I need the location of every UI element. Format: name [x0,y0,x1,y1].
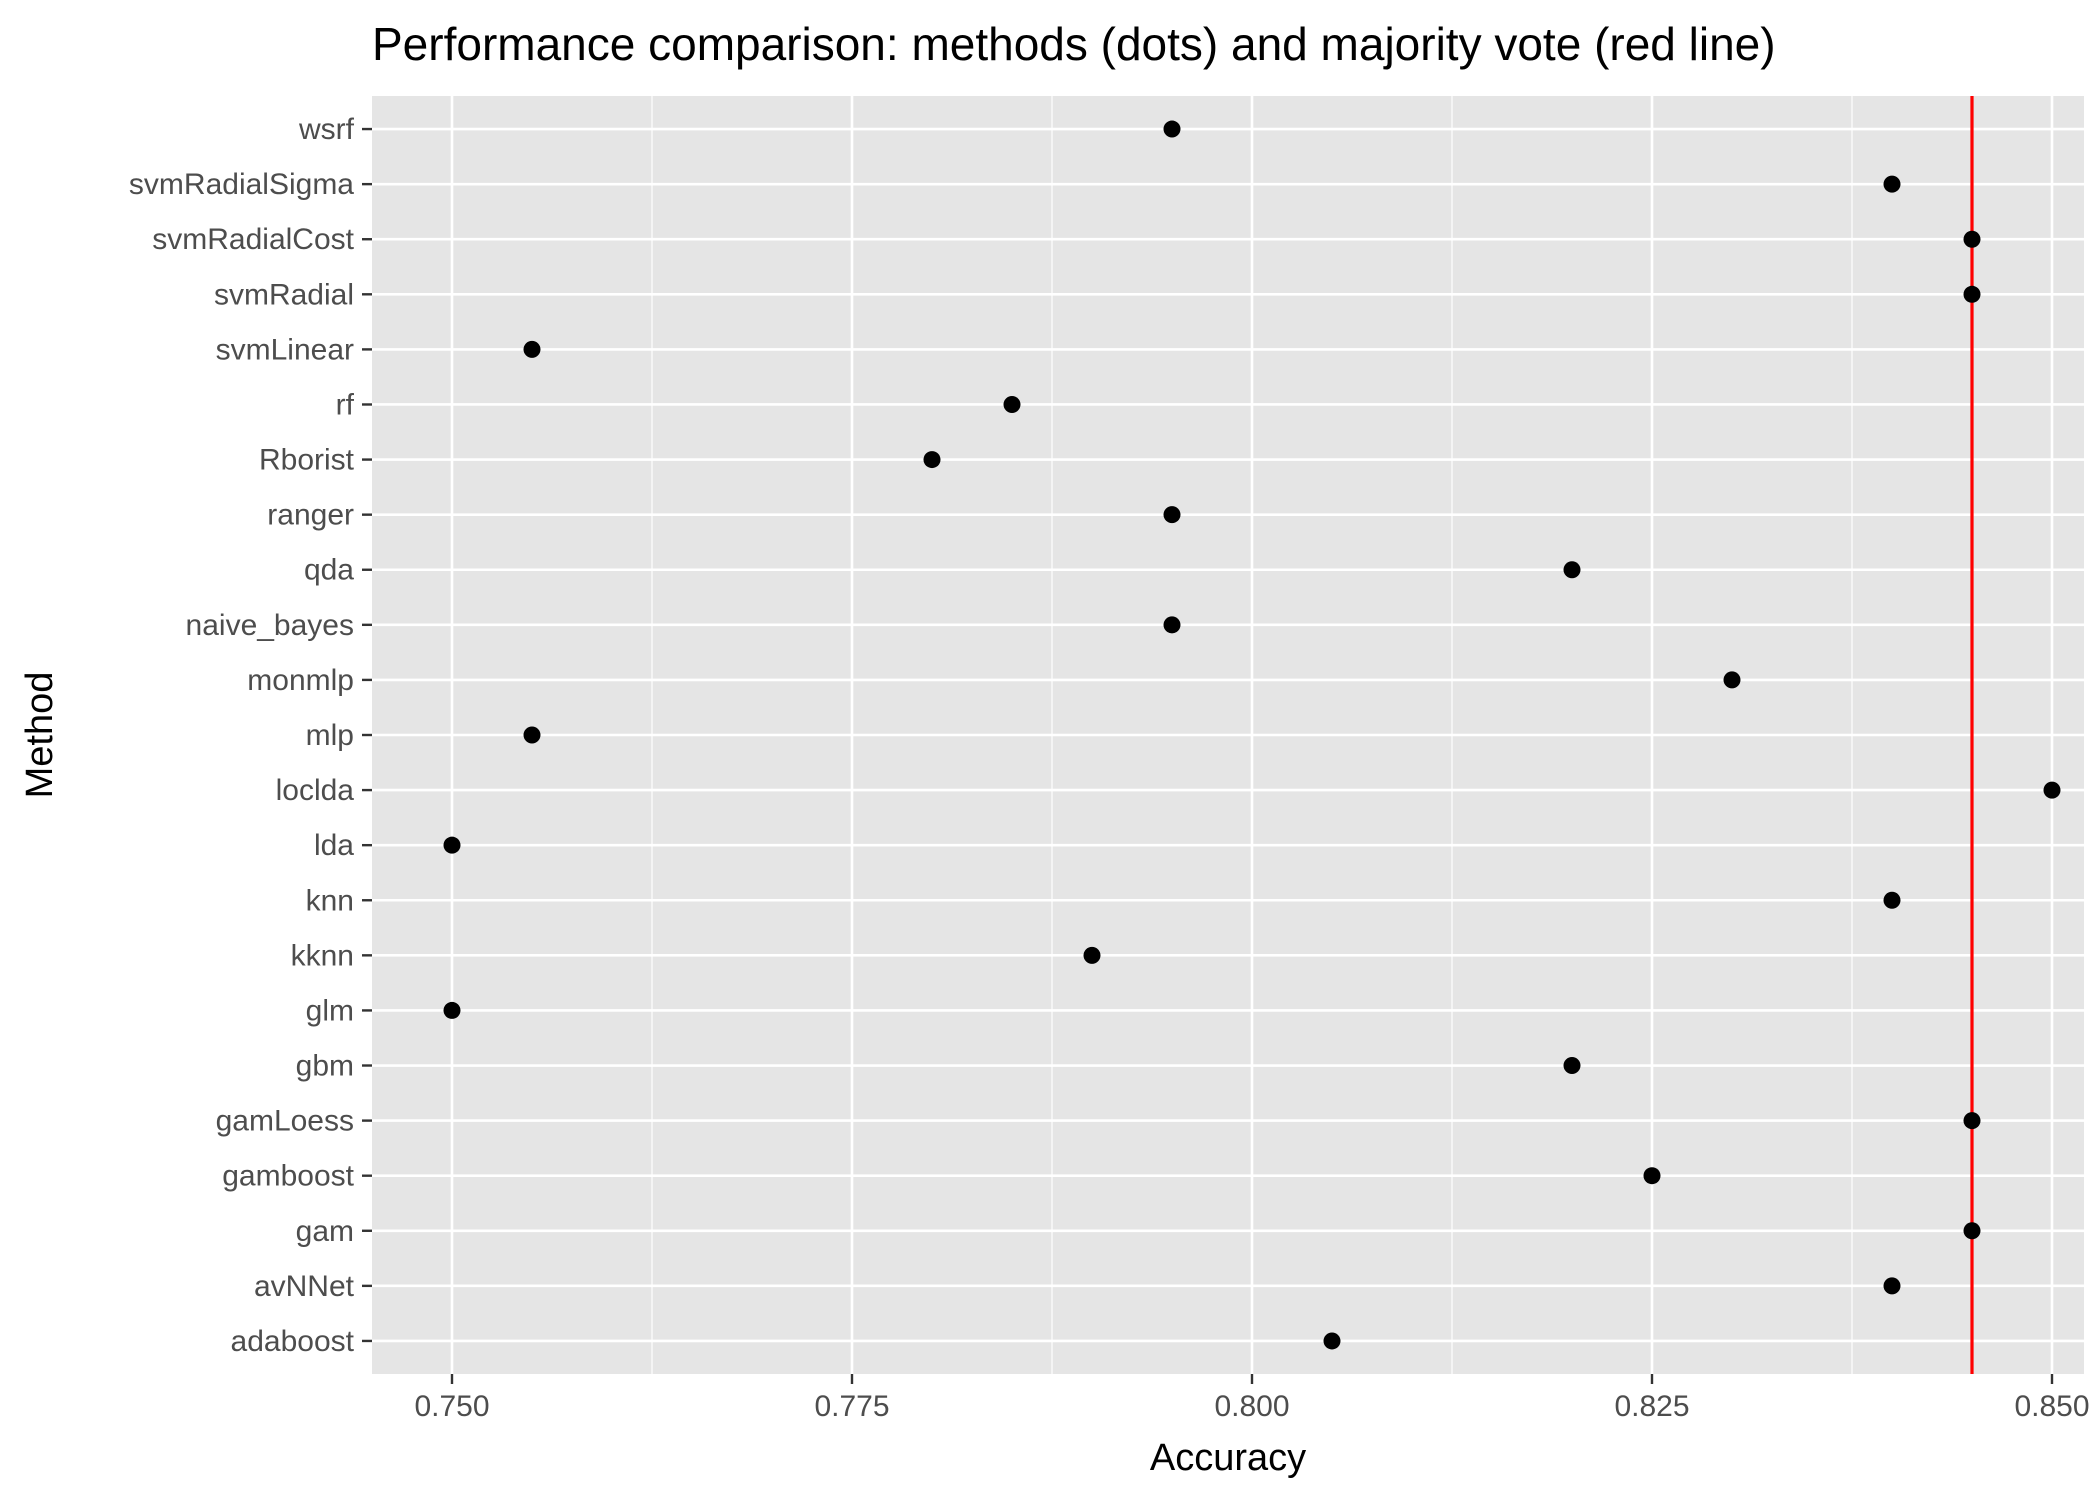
y-tick-label: glm [306,994,354,1027]
y-tick-label: wsrf [298,113,355,146]
y-tick-label: loclda [276,774,355,807]
data-point [923,451,941,469]
data-point [1563,1057,1581,1075]
data-point [523,340,541,358]
major-horizontal-gridlines [372,127,2084,1343]
data-point [1883,175,1901,193]
data-point [1963,285,1981,303]
x-tick-label: 0.850 [2014,1390,2089,1423]
y-tick-label: svmRadial [214,278,354,311]
y-tick-label: mlp [306,719,354,752]
data-point [2043,781,2061,799]
data-point [1163,616,1181,634]
x-axis-ticks: 0.750 0.775 0.800 0.825 0.850 [414,1374,2090,1423]
y-tick-label: svmLinear [216,333,354,366]
x-axis-title: Accuracy [1150,1437,1306,1479]
x-tick-label: 0.825 [1614,1390,1689,1423]
x-tick-label: 0.775 [814,1390,889,1423]
data-point [1163,120,1181,138]
data-point [1083,946,1101,964]
y-tick-label: svmRadialSigma [129,168,354,201]
y-tick-label: svmRadialCost [152,223,354,256]
y-tick-label: avNNet [254,1270,355,1303]
y-tick-label: monmlp [247,664,354,697]
chart-title: Performance comparison: methods (dots) a… [372,18,1776,70]
data-point [443,836,461,854]
data-point [1883,1277,1901,1295]
x-tick-label: 0.800 [1214,1390,1289,1423]
y-tick-label: qda [304,554,354,587]
y-tick-label: gbm [296,1050,354,1083]
y-tick-label: lda [314,829,354,862]
data-point [1723,671,1741,689]
y-axis-ticks: adaboost avNNet gam gamboost gamLoess gbm glm k… [129,113,372,1358]
y-tick-label: gamboost [222,1160,354,1193]
y-tick-label: Rborist [259,444,355,477]
data-point [1163,506,1181,524]
y-axis-title: Method [19,672,61,799]
y-tick-label: ranger [267,499,354,532]
y-tick-label: kknn [291,939,354,972]
data-point [1323,1332,1341,1350]
y-tick-label: gamLoess [216,1105,354,1138]
y-tick-label: gam [296,1215,354,1248]
data-point [1963,230,1981,248]
data-point [1643,1167,1661,1185]
data-point [1883,891,1901,909]
y-tick-label: naive_bayes [186,609,354,642]
data-point [523,726,541,744]
data-point [1963,1222,1981,1240]
y-tick-label: adaboost [231,1325,355,1358]
data-point [1003,395,1021,413]
data-point [443,1001,461,1019]
data-point [1563,561,1581,579]
data-points [443,120,2061,1350]
y-tick-label: knn [306,884,354,917]
data-point [1963,1112,1981,1130]
y-tick-label: rf [336,388,355,421]
x-tick-label: 0.750 [414,1390,489,1423]
